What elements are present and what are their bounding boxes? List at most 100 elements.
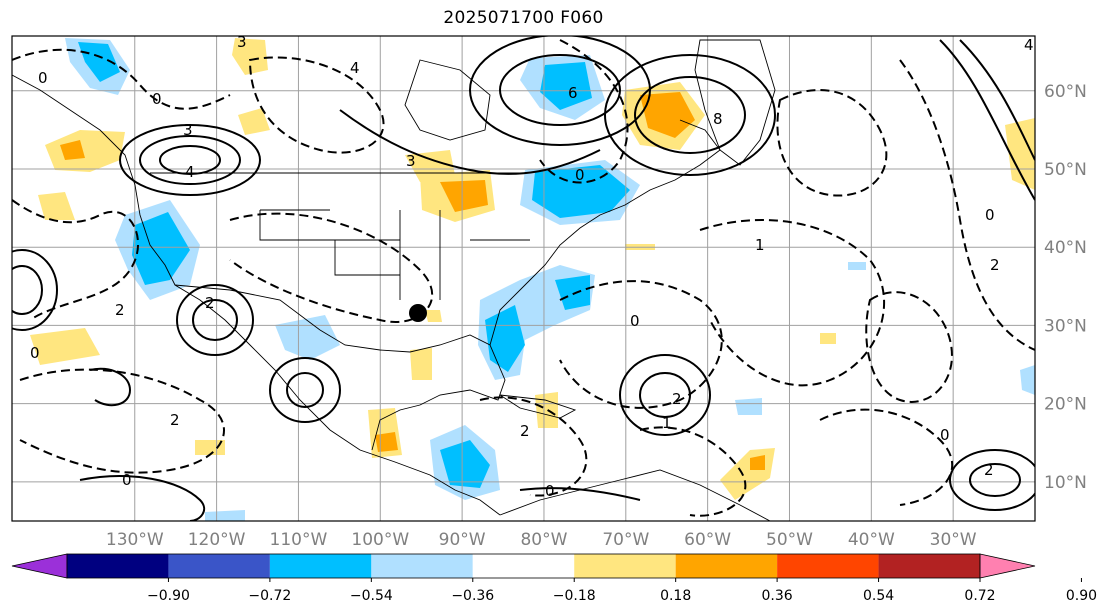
contour-solid-low-1b [139,135,241,185]
shade-orange-1 [60,140,85,160]
shade-yellow-12 [535,392,558,428]
colorbar-tick-label: −0.36 [451,588,494,604]
contour-solid-8 [12,249,58,331]
shade-yellow-8 [1005,118,1035,190]
east-coast [489,119,721,346]
contour-dashed-3 [19,368,225,474]
colorbar [11,553,1036,579]
colorbar-segment [371,554,473,578]
contour-solid-11 [339,109,601,175]
contour-dashed-14 [539,39,629,184]
contour-label: 6 [568,84,578,102]
contour-label: 2 [170,411,180,429]
colorbar-tick-labels: −0.90 −0.72 −0.54 −0.36 −0.18 0.18 0.36 0.54 0.7… [147,578,1097,604]
contour-label: 0 [545,482,555,500]
shade-blue-17 [1020,365,1035,395]
contour-label: 2 [520,422,530,440]
contour-solid-low-1 [119,124,261,196]
contour-solid-2b [499,54,621,126]
contour-solid-13 [89,367,132,407]
shade-blue-18 [848,262,866,270]
map-frame [11,35,1036,522]
contour-label: 4 [1024,36,1034,54]
contour-solid-3 [604,54,776,176]
shade-yellow-16 [820,333,836,344]
contour-dashed-8 [776,89,888,197]
colorbar-tick-label: 0.54 [863,588,894,604]
contour-label: 0 [38,69,48,87]
shade-blue-10 [485,305,525,372]
contour-label: 2 [984,461,994,479]
colorbar-segment [67,554,169,578]
contour-label: 0 [940,426,950,444]
latitude-label: 60°N [1044,82,1087,102]
contour-solid-low-1c [159,145,221,175]
map-title: 2025071700 F060 [443,8,604,28]
contour-labels: 0 0 3 4 3 4 3 6 8 4 0 2 0 2 1 2 0 0 1 2 … [30,33,1034,500]
contour-solid-3b [634,76,746,154]
shade-yellow-17 [425,310,442,322]
colorbar-segment [878,554,980,578]
contour-label: 0 [630,312,640,330]
colorbar-tick-label: 0.72 [964,588,995,604]
contour-solid-9 [939,39,1035,201]
shade-orange-3 [640,92,695,138]
state-lines-1 [259,209,530,300]
shade-blue-15 [735,398,762,415]
contour-dashed-6 [559,280,723,409]
contour-solid-10 [959,39,1035,161]
positive-anomaly-shading [30,38,1035,500]
shade-orange-4 [375,432,398,452]
latitude-label: 10°N [1044,473,1087,493]
contour-dashed-7 [699,219,886,387]
longitude-label: 70°W [602,530,649,550]
colorbar-segment [269,554,372,578]
contour-label: 3 [406,152,416,170]
contour-dashed-2 [12,199,140,321]
shade-yellow-2 [38,192,75,220]
positive-contours [12,36,1035,521]
latitude-label: 30°N [1044,316,1087,336]
shade-blue-16 [205,510,245,521]
latitude-label: 20°N [1044,395,1087,415]
colorbar-tick-label: −0.18 [553,588,596,604]
colorbar-extend-high [979,553,1036,579]
shade-yellow-10 [410,348,432,380]
contour-dashed-13 [819,408,954,506]
latitude-label: 40°N [1044,238,1087,258]
contour-dashed-4 [248,56,385,154]
contour-solid-14 [519,487,641,501]
contour-solid-5 [269,357,341,423]
cuba [499,394,577,419]
contour-solid-6 [619,354,711,436]
longitude-label: 60°W [684,530,731,550]
contour-label: 0 [985,206,995,224]
negative-contours [12,39,1035,517]
contour-label: 1 [755,236,765,254]
contour-label: 2 [205,294,215,312]
colorbar-segment [574,554,676,578]
colorbar-segment [777,554,879,578]
shade-yellow-4 [238,108,270,135]
contour-dashed-11 [479,396,588,497]
contour-label: 4 [350,59,360,77]
contour-label: 2 [990,256,1000,274]
contour-solid-6b [639,372,691,418]
longitude-label: 100°W [351,530,409,550]
longitude-label: 110°W [270,530,328,550]
longitude-label: 80°W [520,530,567,550]
contour-label: 3 [183,121,193,139]
shade-blue-13 [440,440,490,488]
contour-label: 3 [237,33,247,51]
contour-solid-4b [192,299,238,341]
shade-orange-5 [750,455,765,470]
contour-label: 2 [672,390,682,408]
colorbar-segment [472,554,575,578]
shade-orange-2 [440,180,488,212]
contour-solid-8b [12,265,43,315]
contour-dashed-10 [865,291,953,403]
contour-solid-4 [176,284,254,356]
shade-blue-4 [132,212,190,285]
shade-yellow-14 [195,440,225,455]
gulf-coast [319,329,506,451]
